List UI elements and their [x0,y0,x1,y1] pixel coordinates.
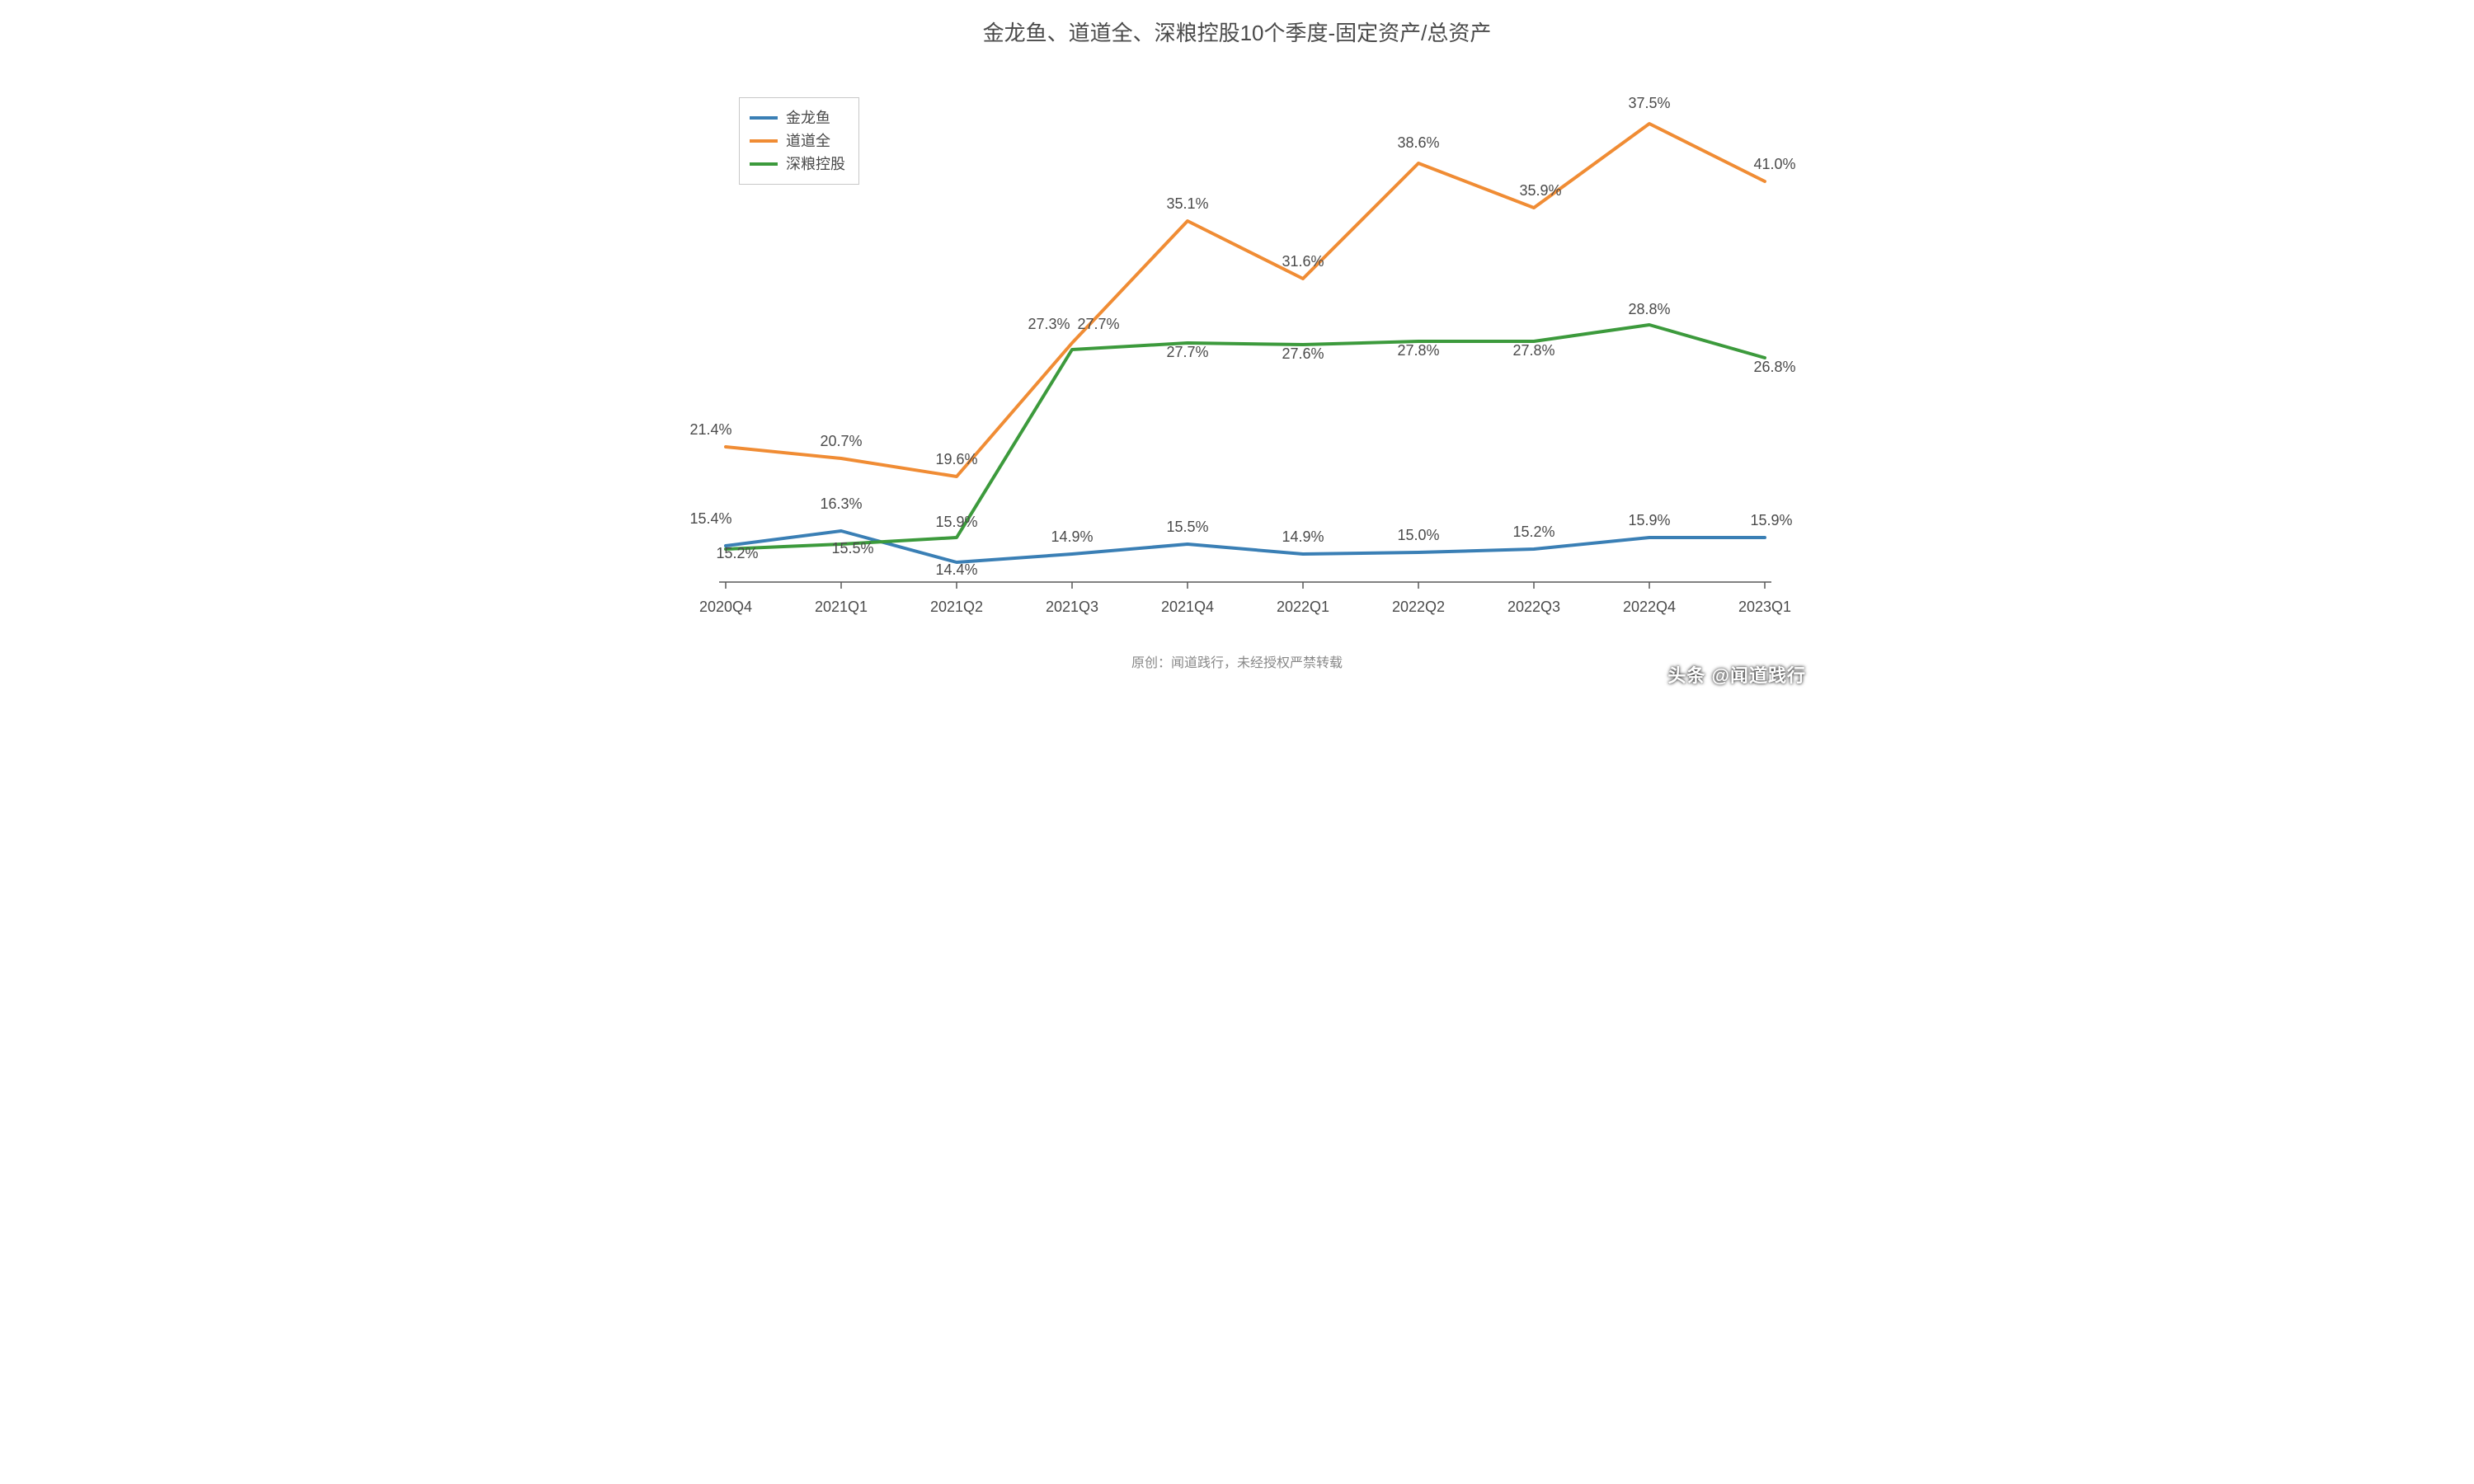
data-label: 26.8% [1753,359,1795,376]
data-label: 14.9% [1051,528,1093,546]
data-label: 21.4% [689,421,731,439]
chart-footer: 原创：闻道践行，未经授权严禁转载 [660,651,1814,671]
x-axis-label: 2023Q1 [1738,599,1791,616]
x-axis-label: 2021Q1 [815,599,868,616]
x-axis-label: 2022Q3 [1507,599,1560,616]
plot-area: 16.3% 14.4% 14.9% 15.5% 14.9% 15.0% 15.2% 15.9%… [726,74,1765,602]
data-label: 15.2% [1512,524,1554,541]
data-label: 41.0% [1753,156,1795,173]
x-axis-label: 2021Q3 [1046,599,1098,616]
x-axis-label: 2022Q2 [1392,599,1445,616]
data-label: 31.6% [1282,253,1324,270]
data-label: 16.3% [820,495,862,513]
data-label: 27.7% [1077,316,1119,333]
data-label: 20.7% [820,433,862,450]
data-label: 38.6% [1397,134,1439,152]
x-axis-label: 2020Q4 [699,599,752,616]
x-axis-label: 2022Q4 [1623,599,1676,616]
x-axis-label: 2022Q1 [1277,599,1329,616]
data-label: 15.2% [716,545,758,562]
chart-container: 金龙鱼、道道全、深粮控股10个季度-固定资产/总资产 金龙鱼道道全深粮控股 16… [660,0,1814,693]
data-label: 15.9% [1628,512,1670,529]
data-label: 28.8% [1628,301,1670,318]
data-label: 27.7% [1166,344,1208,361]
data-label: 27.6% [1282,345,1324,363]
data-label: 37.5% [1628,95,1670,112]
data-label: 14.4% [935,561,977,579]
data-label: 14.9% [1282,528,1324,546]
data-label: 15.5% [1166,519,1208,536]
plot-svg [726,74,1765,602]
data-label: 15.5% [831,540,873,557]
x-axis-label: 2021Q4 [1161,599,1214,616]
watermark: 头条 @闻道践行 [1667,661,1806,688]
data-label: 27.3% [1028,316,1070,333]
x-axis-label: 2021Q2 [930,599,983,616]
data-label: 35.1% [1166,195,1208,213]
data-label: 35.9% [1519,182,1561,200]
data-label: 27.8% [1512,342,1554,359]
data-label: 19.6% [935,451,977,468]
data-label: 27.8% [1397,342,1439,359]
data-label: 15.4% [689,510,731,528]
data-label: 15.0% [1397,527,1439,544]
chart-title: 金龙鱼、道道全、深粮控股10个季度-固定资产/总资产 [660,16,1814,47]
data-label: 15.9% [1750,512,1792,529]
data-label: 15.9% [935,514,977,531]
